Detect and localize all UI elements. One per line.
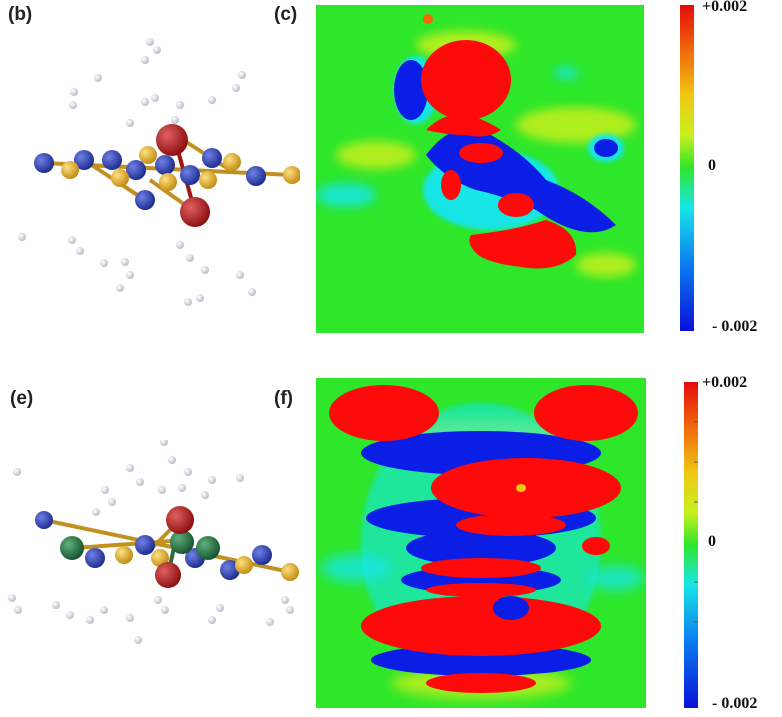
sulfur-atoms [61, 146, 300, 191]
colorbar-bottom-min-label: - 0.002 [712, 695, 758, 712]
oxygen-atoms-e [155, 506, 194, 588]
panel-label-c: (c) [274, 4, 298, 25]
metal-atoms-e [60, 530, 220, 560]
colorbar-bottom-max-label: +0.002 [702, 374, 748, 391]
panel-label-f: (f) [274, 388, 293, 409]
panel-label-b: (b) [8, 4, 33, 25]
colorbar-bottom [684, 382, 698, 708]
hydrogen-atoms [18, 38, 256, 306]
panel-label-e: (e) [10, 388, 34, 409]
hydrogen-atoms-e [8, 440, 294, 644]
colorbar-top-mid-label: 0 [708, 157, 716, 174]
charge-density-map-f [316, 378, 646, 708]
colorbar-top [680, 5, 694, 331]
sulfur-atoms-e [115, 546, 299, 581]
molecule-structure-e [8, 440, 299, 644]
colorbar-top-max-label: +0.002 [702, 0, 748, 15]
charge-density-map-c [316, 5, 644, 333]
oxygen-atoms [156, 124, 210, 227]
colorbar-bottom-mid-label: 0 [708, 533, 716, 550]
molecule-structure-b [18, 38, 300, 306]
nitrogen-atoms [34, 148, 266, 210]
colorbar-top-min-label: - 0.002 [712, 318, 758, 335]
